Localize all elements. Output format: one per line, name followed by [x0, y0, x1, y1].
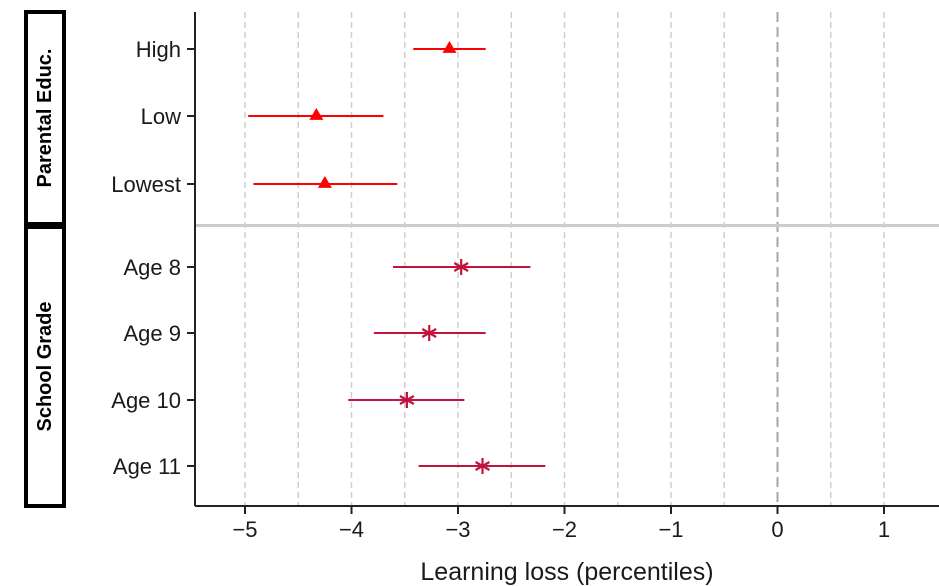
axes: [187, 12, 939, 514]
x-tick-label: 0: [771, 517, 783, 542]
point-marker-triangle: [442, 41, 457, 53]
tick-and-category-labels: −5 −4 −3 −2 −1 0 1 High Low Lowest Age 8 Age 9 Age 1…: [111, 37, 890, 542]
category-label: Low: [141, 104, 181, 129]
panel-strip-label: Parental Educ.: [34, 49, 56, 188]
point-marker-asterisk: [421, 325, 437, 341]
point-marker-triangle: [309, 108, 324, 120]
x-tick-label: −4: [339, 517, 364, 542]
point-marker-triangle: [317, 176, 332, 188]
point-marker-asterisk: [475, 458, 490, 474]
category-label: Age 11: [113, 454, 181, 479]
point-marker-asterisk: [453, 259, 469, 275]
point-estimates: [309, 41, 490, 474]
category-label: Lowest: [111, 172, 181, 197]
category-label: Age 8: [124, 255, 182, 280]
x-tick-label: −1: [658, 517, 683, 542]
grid-lines: [244, 12, 885, 506]
x-tick-label: −5: [232, 517, 257, 542]
plot-panel-background: [195, 12, 939, 506]
category-label: High: [136, 37, 181, 62]
panel-strip-box: [24, 10, 66, 226]
panel-strip-box: [24, 225, 66, 508]
category-label: Age 10: [111, 388, 181, 413]
panel-strip-label: School Grade: [34, 301, 56, 431]
point-marker-asterisk: [399, 392, 415, 408]
x-tick-label: 1: [878, 517, 890, 542]
x-axis-title: Learning loss (percentiles): [420, 558, 713, 586]
category-label: Age 9: [124, 321, 182, 346]
panel-strips: Parental Educ. School Grade: [24, 10, 66, 508]
x-tick-label: −3: [445, 517, 470, 542]
x-tick-label: −2: [552, 517, 577, 542]
